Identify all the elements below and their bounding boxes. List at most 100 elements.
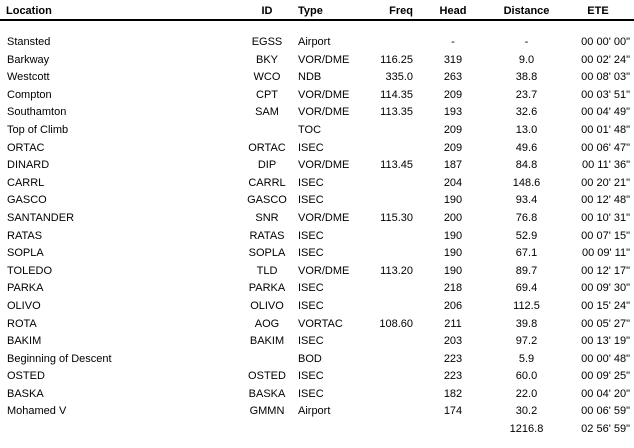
cell-id: CPT [256, 88, 278, 101]
cell-head: 190 [443, 229, 463, 242]
cell-id: WCO [253, 71, 281, 84]
cell-head: 209 [443, 88, 463, 101]
cell-id: GASCO [247, 194, 287, 207]
cell-ete: 00 09' 25" [581, 370, 630, 383]
cell-freq: 108.60 [379, 317, 413, 330]
cell-ete: 00 20' 21" [581, 176, 630, 189]
total-ete: 02 56' 59" [581, 423, 630, 436]
cell-type: VOR/DME [298, 53, 350, 66]
table-row: SOPLA SOPLA ISEC 190 67.1 00 09' 11" [0, 245, 634, 263]
cell-ete: 00 08' 03" [581, 71, 630, 84]
table-row: BAKIM BAKIM ISEC 203 97.2 00 13' 19" [0, 333, 634, 351]
cell-ete: 00 03' 51" [581, 88, 630, 101]
cell-head: 218 [443, 282, 463, 295]
cell-distance: 67.1 [515, 247, 538, 260]
cell-location: Stansted [7, 36, 51, 48]
cell-id: GMMN [249, 405, 285, 418]
cell-location: ORTAC [7, 141, 45, 154]
cell-type: ISEC [298, 370, 324, 383]
cell-location: Southamton [7, 106, 67, 119]
cell-distance: 97.2 [515, 335, 538, 348]
cell-distance: 148.6 [512, 176, 541, 189]
cell-ete: 00 01' 48" [581, 123, 630, 136]
cell-ete: 00 09' 30" [581, 282, 630, 295]
table-row: Stansted EGSS Airport - - 00 00' 00" [0, 34, 634, 52]
cell-freq [360, 228, 415, 246]
cell-head: 204 [443, 176, 463, 189]
column-header-freq: Freq [389, 5, 413, 17]
column-header-head: Head [439, 5, 467, 17]
table-row: Southamton SAM VOR/DME 113.35 193 32.6 0… [0, 104, 634, 122]
cell-id: OLIVO [250, 299, 284, 312]
table-row: Barkway BKY VOR/DME 116.25 319 9.0 00 02… [0, 52, 634, 70]
cell-freq [360, 122, 415, 140]
cell-location: CARRL [7, 176, 45, 189]
column-header-distance: Distance [503, 5, 550, 17]
cell-freq: 113.45 [380, 159, 413, 172]
cell-id: BASKA [248, 387, 286, 400]
cell-location: PARKA [7, 282, 44, 295]
cell-ete: 00 09' 11" [581, 247, 630, 260]
table-row: Beginning of Descent BOD 223 5.9 00 00' … [0, 351, 634, 369]
cell-head: 209 [443, 123, 463, 136]
cell-type: NDB [298, 71, 322, 84]
totals-cell-type [296, 421, 360, 439]
cell-head: 319 [443, 53, 463, 66]
totals-cell-head [415, 421, 491, 439]
cell-head: 187 [443, 159, 463, 172]
cell-freq: 113.35 [380, 106, 413, 119]
cell-freq [360, 175, 415, 193]
cell-ete: 00 11' 36" [581, 159, 630, 172]
column-header-type: Type [298, 5, 323, 17]
totals-cell-id [238, 421, 296, 439]
cell-distance: 112.5 [513, 299, 540, 312]
cell-freq [360, 298, 415, 316]
cell-type: VOR/DME [298, 211, 350, 224]
cell-head: 206 [443, 299, 463, 312]
table-row: OLIVO OLIVO ISEC 206 112.5 00 15' 24" [0, 298, 634, 316]
cell-distance: 69.4 [515, 282, 538, 295]
cell-ete: 00 12' 48" [581, 194, 630, 207]
table-body: Stansted EGSS Airport - - 00 00' 00" Bar… [0, 34, 634, 421]
totals-cell-freq [360, 421, 415, 439]
cell-head: 209 [443, 141, 463, 154]
cell-location: BASKA [7, 387, 44, 400]
cell-head: 223 [443, 370, 463, 383]
cell-freq [360, 280, 415, 298]
cell-type: ISEC [298, 299, 324, 312]
cell-type: ISEC [298, 247, 324, 260]
cell-type: VOR/DME [298, 159, 350, 172]
cell-id: AOG [254, 317, 280, 330]
table-row: Top of Climb TOC 209 13.0 00 01' 48" [0, 122, 634, 140]
cell-freq: 116.25 [380, 53, 413, 66]
cell-freq [360, 386, 415, 404]
table-row: TOLEDO TLD VOR/DME 113.20 190 89.7 00 12… [0, 263, 634, 281]
table-row: RATAS RATAS ISEC 190 52.9 00 07' 15" [0, 228, 634, 246]
column-header-location: Location [6, 5, 52, 17]
cell-type: BOD [298, 352, 322, 365]
cell-freq: 113.20 [380, 264, 413, 277]
cell-location: BAKIM [7, 335, 42, 348]
cell-freq [360, 192, 415, 210]
cell-id: ORTAC [248, 141, 286, 154]
cell-type: VOR/DME [298, 264, 350, 277]
table-row: BASKA BASKA ISEC 182 22.0 00 04' 20" [0, 386, 634, 404]
cell-freq [360, 140, 415, 158]
cell-id: DIP [257, 159, 277, 172]
cell-freq [360, 245, 415, 263]
cell-distance: 22.0 [515, 387, 538, 400]
cell-id: OSTED [248, 370, 286, 383]
cell-type: ISEC [298, 282, 324, 295]
cell-distance: 76.8 [515, 211, 538, 224]
cell-freq [360, 368, 415, 386]
table-row: GASCO GASCO ISEC 190 93.4 00 12' 48" [0, 192, 634, 210]
cell-type: ISEC [298, 194, 324, 207]
cell-id: SOPLA [248, 247, 286, 260]
cell-id: SAM [255, 106, 279, 119]
cell-head: 190 [443, 194, 463, 207]
table-row: PARKA PARKA ISEC 218 69.4 00 09' 30" [0, 280, 634, 298]
table-row: Westcott WCO NDB 335.0 263 38.8 00 08' 0… [0, 69, 634, 87]
cell-distance: 13.0 [515, 123, 538, 136]
cell-ete: 00 05' 27" [581, 317, 630, 330]
cell-head: 174 [443, 405, 463, 418]
